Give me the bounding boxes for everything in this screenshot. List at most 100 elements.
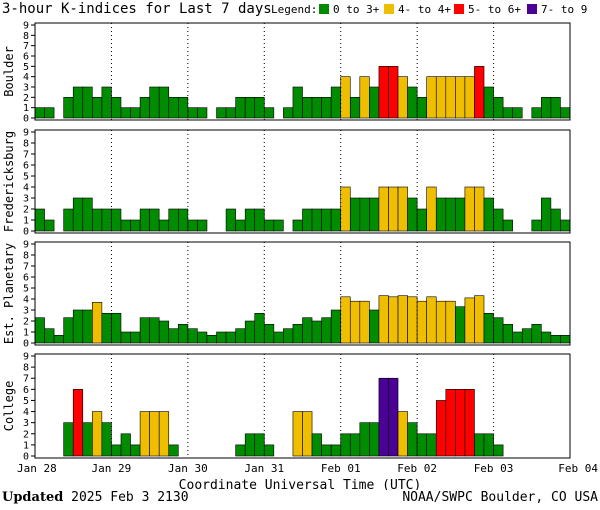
bar xyxy=(302,97,313,119)
bar xyxy=(92,301,103,344)
y-tick-label: 2 xyxy=(23,93,29,104)
bar xyxy=(560,334,571,344)
bar xyxy=(82,422,93,457)
bar xyxy=(130,219,141,232)
bar xyxy=(197,107,208,119)
bar xyxy=(168,208,179,232)
bar xyxy=(292,219,303,232)
bar xyxy=(244,208,256,232)
bar xyxy=(349,300,361,344)
bar xyxy=(426,186,437,232)
y-tick-label: 9 xyxy=(23,21,29,32)
bar xyxy=(359,300,370,344)
bar xyxy=(541,97,552,119)
bar xyxy=(120,219,131,232)
bar xyxy=(244,433,256,457)
bar xyxy=(388,66,399,119)
bar xyxy=(178,208,189,232)
y-tick-label: 0 xyxy=(23,452,29,463)
bar xyxy=(158,320,170,344)
bar xyxy=(502,107,513,119)
bar xyxy=(502,323,513,344)
bar xyxy=(63,97,74,119)
y-tick-label: 4 xyxy=(23,295,29,306)
bar xyxy=(168,97,179,119)
y-tick-label: 3 xyxy=(23,83,29,94)
bar xyxy=(235,328,246,344)
bar xyxy=(254,433,265,457)
bar xyxy=(397,411,408,457)
bar xyxy=(359,76,370,119)
footer-credit: NOAA/SWPC Boulder, CO USA xyxy=(402,490,598,505)
x-axis-label: Coordinate Universal Time (UTC) xyxy=(179,478,422,490)
panel-name: Est. Planetary xyxy=(2,243,16,344)
y-tick-label: 7 xyxy=(23,262,29,273)
bar xyxy=(225,107,236,119)
y-tick-label: 4 xyxy=(23,407,29,418)
updated-label: Updated xyxy=(2,490,64,505)
bar xyxy=(426,76,437,119)
bar xyxy=(44,107,55,119)
bar xyxy=(120,107,131,119)
y-tick-label: 9 xyxy=(23,240,29,251)
bar xyxy=(273,219,284,232)
bar xyxy=(101,312,112,344)
bar xyxy=(72,309,84,344)
bar xyxy=(474,66,485,119)
y-tick-label: 6 xyxy=(23,161,29,172)
legend-entry-label: 7- to 9 xyxy=(541,3,587,16)
bar xyxy=(82,197,93,232)
bar xyxy=(225,208,236,232)
bar xyxy=(445,197,456,232)
bar xyxy=(340,186,351,232)
bar xyxy=(311,320,322,344)
bar xyxy=(397,295,408,344)
bar xyxy=(168,328,179,344)
bar xyxy=(426,296,437,344)
bar xyxy=(321,317,332,344)
y-tick-label: 4 xyxy=(23,183,29,194)
bar xyxy=(378,66,389,119)
bar xyxy=(349,197,361,232)
legend-swatch xyxy=(527,4,537,14)
legend-swatch xyxy=(319,4,329,14)
bar xyxy=(560,107,571,119)
y-tick-label: 6 xyxy=(23,385,29,396)
x-tick-label: Jan 28 xyxy=(17,462,57,475)
bar xyxy=(416,433,427,457)
bar xyxy=(92,208,103,232)
bar xyxy=(92,411,103,457)
bar xyxy=(206,334,217,344)
y-tick-label: 4 xyxy=(23,72,29,83)
bar xyxy=(139,411,150,457)
bar xyxy=(302,411,313,457)
x-tick-label: Jan 29 xyxy=(92,462,132,475)
bar xyxy=(483,433,494,457)
bar xyxy=(111,97,122,119)
bar xyxy=(263,444,275,457)
y-tick-label: 0 xyxy=(23,339,29,350)
bar xyxy=(158,411,170,457)
bar xyxy=(378,295,389,344)
bar xyxy=(158,86,170,119)
bar xyxy=(34,208,45,232)
bar xyxy=(111,312,122,344)
bar xyxy=(321,444,332,457)
bar xyxy=(340,296,351,344)
bar xyxy=(407,296,418,344)
bar xyxy=(111,444,122,457)
panel-frame xyxy=(34,353,571,459)
bar xyxy=(407,86,418,119)
y-tick-label: 2 xyxy=(23,205,29,216)
bar xyxy=(378,186,389,232)
bar xyxy=(330,86,342,119)
x-tick-label: Feb 03 xyxy=(474,462,514,475)
bar xyxy=(369,422,380,457)
bar xyxy=(435,400,447,457)
bar xyxy=(72,389,84,457)
y-tick-label: 3 xyxy=(23,306,29,317)
bar xyxy=(464,297,475,344)
y-tick-label: 8 xyxy=(23,251,29,262)
